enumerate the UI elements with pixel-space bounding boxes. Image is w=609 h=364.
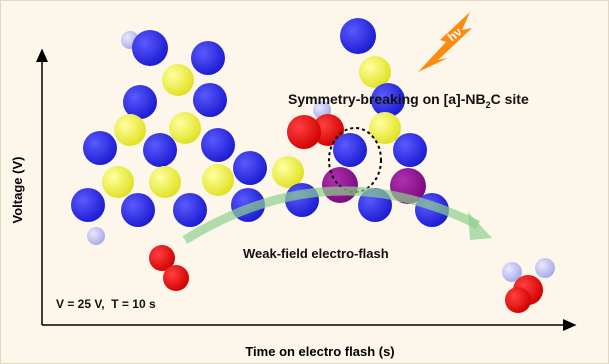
- site-text: Symmetry-breaking on [a]-NB: [288, 91, 486, 107]
- conditions-label: V = 25 V, T = 10 s: [56, 297, 156, 311]
- x-axis-label: Time on electro flash (s): [245, 344, 394, 359]
- figure: Voltage (V) Time on electro flash (s) hν…: [0, 0, 609, 364]
- flash-label: Weak-field electro-flash: [243, 246, 389, 261]
- y-axis-label: Voltage (V): [10, 157, 25, 224]
- site-text-end: C site: [491, 91, 529, 107]
